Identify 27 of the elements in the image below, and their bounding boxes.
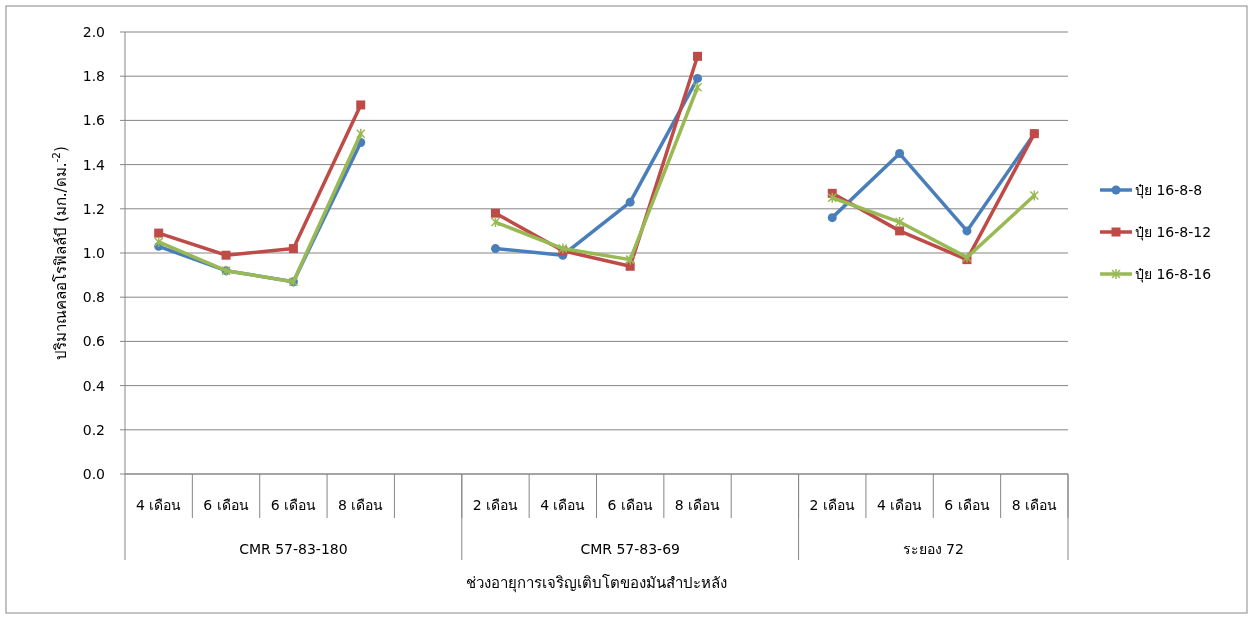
point xyxy=(153,236,164,248)
point xyxy=(692,81,703,93)
legend-label: ปุ๋ย 16-8-8 xyxy=(1135,182,1203,199)
point xyxy=(827,213,837,223)
point xyxy=(288,244,298,254)
point xyxy=(1029,189,1040,202)
point xyxy=(490,208,500,218)
xlabel: ช่วงอายุการเจริญเติบโตของมันสำปะหลัง xyxy=(466,574,727,592)
point xyxy=(962,251,972,264)
legend-label: ปุ๋ย 16-8-12 xyxy=(1135,224,1212,241)
point xyxy=(625,197,635,207)
point xyxy=(154,228,164,238)
point xyxy=(221,250,231,260)
point xyxy=(356,127,366,140)
point xyxy=(558,242,568,255)
point xyxy=(894,216,905,228)
point xyxy=(490,216,501,228)
legend-label: ปุ๋ย 16-8-16 xyxy=(1135,266,1212,283)
point xyxy=(895,149,905,159)
point xyxy=(827,192,837,204)
point xyxy=(962,226,972,236)
point xyxy=(490,244,500,254)
point xyxy=(693,51,703,61)
point xyxy=(356,100,366,110)
point xyxy=(625,253,635,266)
point xyxy=(693,73,703,83)
point xyxy=(895,226,905,236)
